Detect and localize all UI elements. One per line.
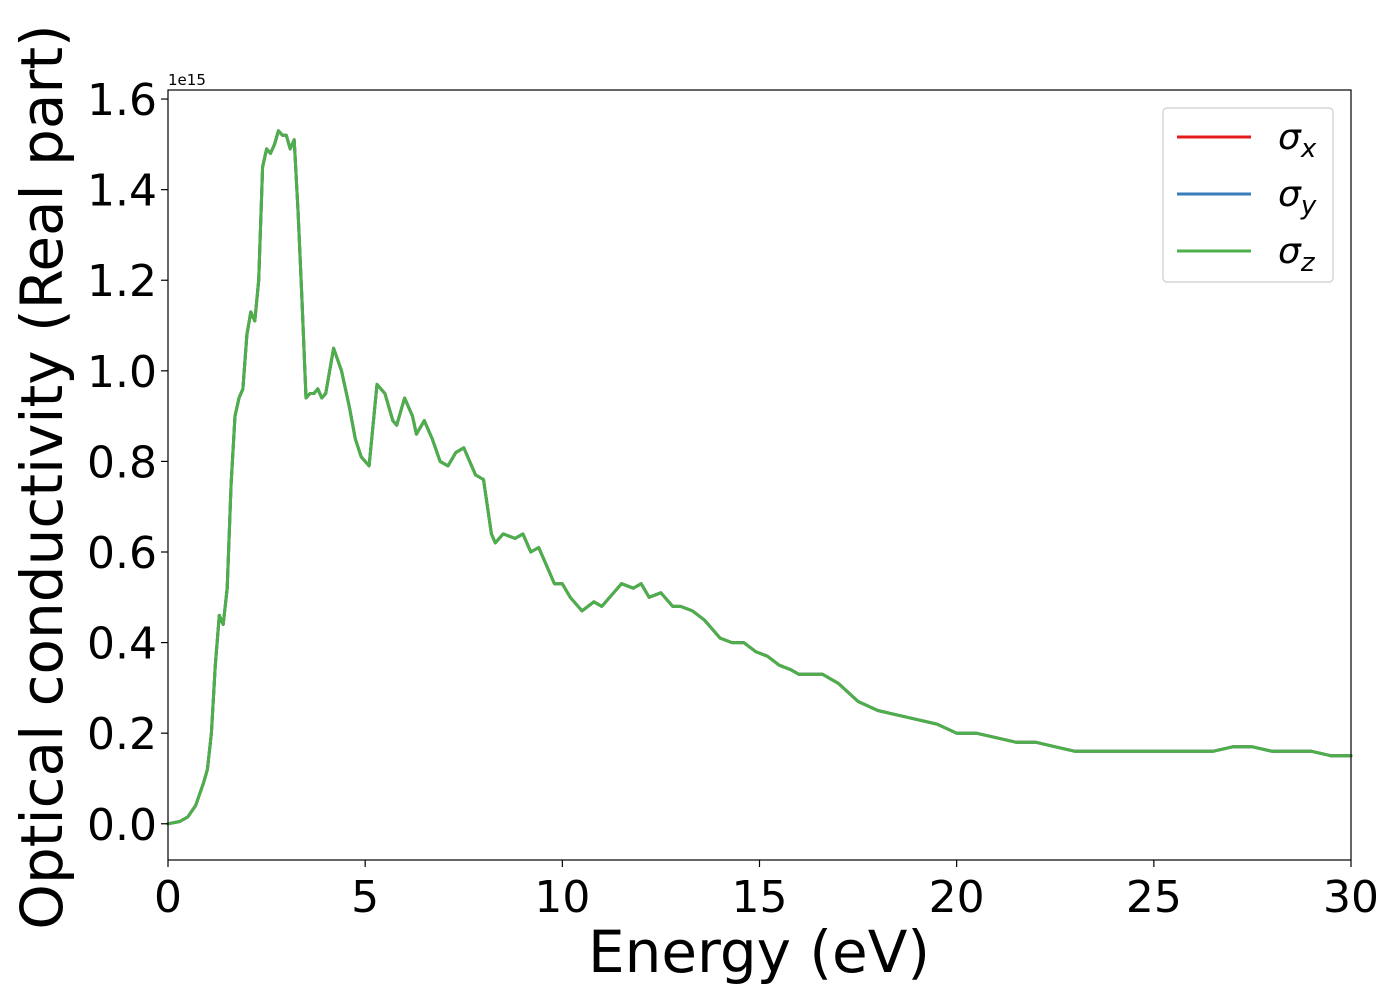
y-tick-label: 1.4 [87,166,157,217]
y-axis-ticks: 0.0 0.2 0.4 0.6 0.8 1.0 1.2 1.4 1.6 [87,75,168,851]
y-tick-label: 1.2 [87,256,157,307]
x-tick-label: 25 [1126,872,1182,923]
y-tick-label: 0.2 [87,709,157,760]
legend-label-z: σz [1278,231,1316,278]
x-tick-label: 20 [929,872,985,923]
y-axis-label: Optical conductivity (Real part) [8,24,76,929]
legend-label-y: σy [1278,174,1317,221]
legend-label-x: σx [1278,117,1317,164]
y-offset-label: 1e15 [168,71,206,89]
y-tick-label: 0.8 [87,437,157,488]
series-line-σz [166,129,1353,826]
x-tick-label: 30 [1323,872,1379,923]
x-tick-label: 0 [154,872,182,923]
y-tick-label: 0.6 [87,528,157,579]
y-tick-label: 1.6 [87,75,157,126]
x-tick-label: 15 [732,872,788,923]
legend: σx σy σz [1162,107,1334,283]
x-axis-label: Energy (eV) [588,918,930,986]
y-tick-label: 1.0 [87,347,157,398]
series-layer [166,129,1353,826]
y-tick-label: 0.4 [87,619,157,670]
x-tick-label: 10 [534,872,590,923]
y-tick-label: 0.0 [87,800,157,851]
x-tick-label: 5 [351,872,379,923]
x-axis-ticks: 0 5 10 15 20 25 30 [154,860,1379,923]
